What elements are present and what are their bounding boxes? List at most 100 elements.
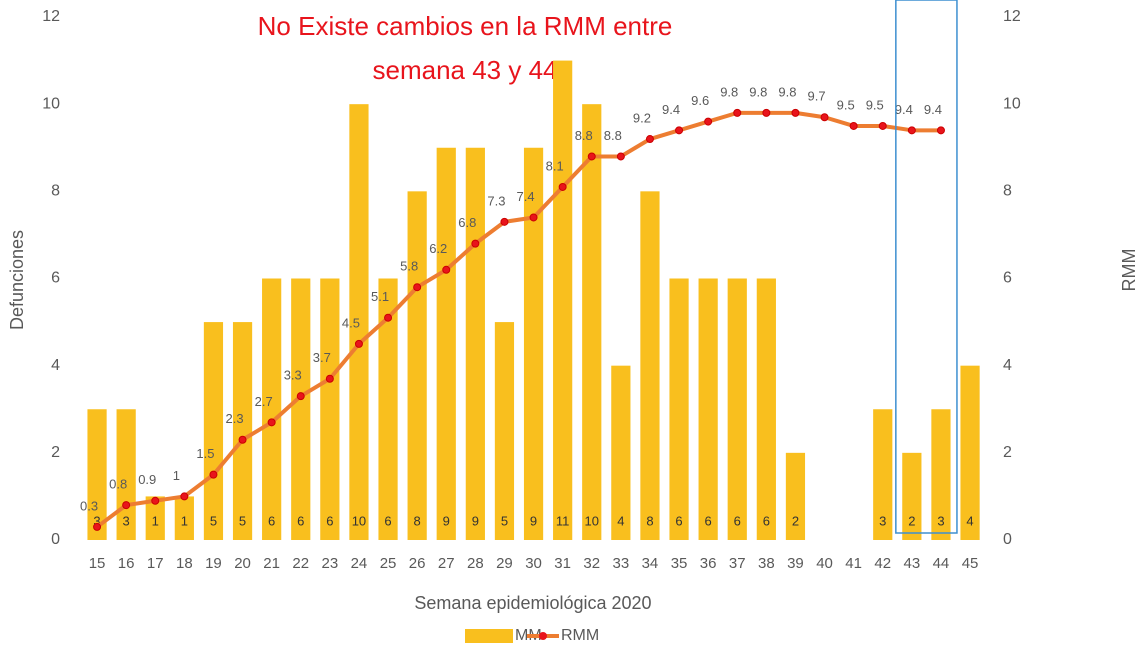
x-tick-label: 33 bbox=[613, 555, 630, 572]
bar-value-label: 6 bbox=[763, 513, 770, 528]
line-marker bbox=[849, 121, 858, 130]
line-marker bbox=[267, 418, 276, 427]
bar bbox=[378, 278, 398, 540]
line-marker bbox=[558, 182, 567, 191]
bar-value-label: 1 bbox=[152, 513, 159, 528]
x-tick-label: 22 bbox=[292, 555, 309, 572]
x-tick-label: 37 bbox=[729, 555, 746, 572]
bar-value-label: 6 bbox=[326, 513, 333, 528]
line-marker bbox=[180, 492, 189, 501]
x-tick-label: 45 bbox=[962, 555, 979, 572]
bar bbox=[87, 409, 107, 540]
line-marker bbox=[791, 108, 800, 117]
bar bbox=[145, 496, 165, 540]
x-tick-label: 42 bbox=[874, 555, 891, 572]
point-value-label: 9.4 bbox=[895, 102, 913, 117]
bar bbox=[436, 147, 456, 540]
line-marker bbox=[238, 435, 247, 444]
bar-value-label: 4 bbox=[617, 513, 624, 528]
y2-tick-label: 2 bbox=[1003, 444, 1012, 461]
bar-value-label: 6 bbox=[734, 513, 741, 528]
line-marker bbox=[93, 522, 102, 531]
y2-tick-label: 4 bbox=[1003, 357, 1012, 374]
bar-value-label: 6 bbox=[675, 513, 682, 528]
bar-value-label: 11 bbox=[556, 513, 570, 528]
x-tick-label: 26 bbox=[409, 555, 426, 572]
bar-value-label: 6 bbox=[705, 513, 712, 528]
y-tick-label: 12 bbox=[42, 8, 60, 25]
point-value-label: 9.4 bbox=[662, 102, 680, 117]
line-marker bbox=[354, 339, 363, 348]
bar-value-label: 3 bbox=[123, 513, 130, 528]
x-tick-label: 40 bbox=[816, 555, 833, 572]
y-axis-title: Defunciones bbox=[7, 230, 27, 330]
bar-value-label: 1 bbox=[181, 513, 188, 528]
bar bbox=[960, 365, 980, 540]
point-value-label: 2.7 bbox=[255, 394, 273, 409]
bar bbox=[582, 104, 602, 541]
x-tick-label: 39 bbox=[787, 555, 804, 572]
line-marker bbox=[384, 313, 393, 322]
point-value-label: 4.5 bbox=[342, 315, 360, 330]
bar bbox=[931, 409, 951, 540]
line-marker bbox=[500, 217, 509, 226]
point-value-label: 9.8 bbox=[720, 84, 738, 99]
x-tick-label: 16 bbox=[118, 555, 135, 572]
bar bbox=[727, 278, 747, 540]
point-value-label: 0.9 bbox=[138, 472, 156, 487]
bar bbox=[669, 278, 689, 540]
line-marker bbox=[296, 392, 305, 401]
x-tick-label: 28 bbox=[467, 555, 484, 572]
line-marker bbox=[529, 213, 538, 222]
y2-tick-label: 12 bbox=[1003, 8, 1021, 25]
point-value-label: 6.8 bbox=[458, 215, 476, 230]
bar bbox=[349, 104, 369, 541]
x-tick-label: 32 bbox=[583, 555, 600, 572]
bar bbox=[873, 409, 893, 540]
bar bbox=[174, 496, 194, 540]
bar-value-label: 6 bbox=[297, 513, 304, 528]
bar-value-label: 4 bbox=[966, 513, 973, 528]
point-value-label: 7.4 bbox=[517, 189, 535, 204]
bar-value-label: 5 bbox=[210, 513, 217, 528]
line-marker bbox=[820, 113, 829, 122]
point-value-label: 1 bbox=[173, 468, 180, 483]
y2-tick-label: 10 bbox=[1003, 95, 1021, 112]
x-tick-label: 29 bbox=[496, 555, 513, 572]
point-value-label: 1.5 bbox=[196, 446, 214, 461]
line-marker bbox=[936, 126, 945, 135]
bar bbox=[262, 278, 282, 540]
y2-tick-label: 8 bbox=[1003, 183, 1012, 200]
line-marker bbox=[907, 126, 916, 135]
point-value-label: 9.4 bbox=[924, 102, 942, 117]
bar bbox=[640, 191, 660, 541]
line-marker bbox=[151, 496, 160, 505]
line-marker bbox=[209, 470, 218, 479]
x-tick-label: 25 bbox=[380, 555, 397, 572]
line-marker bbox=[704, 117, 713, 126]
point-value-label: 6.2 bbox=[429, 241, 447, 256]
line-marker bbox=[471, 239, 480, 248]
point-value-label: 9.7 bbox=[808, 89, 826, 104]
line-marker bbox=[325, 374, 334, 383]
bar-value-label: 9 bbox=[530, 513, 537, 528]
line-marker bbox=[878, 121, 887, 130]
x-tick-label: 17 bbox=[147, 555, 164, 572]
highlight-box bbox=[895, 0, 958, 534]
x-tick-label: 15 bbox=[89, 555, 106, 572]
point-value-label: 9.5 bbox=[837, 97, 855, 112]
point-value-label: 7.3 bbox=[487, 193, 505, 208]
point-value-label: 9.8 bbox=[749, 84, 767, 99]
x-axis-title: Semana epidemiológica 2020 bbox=[414, 593, 651, 613]
x-tick-label: 34 bbox=[642, 555, 659, 572]
point-value-label: 0.8 bbox=[109, 477, 127, 492]
legend-label: RMM bbox=[561, 627, 599, 644]
point-value-label: 8.8 bbox=[575, 128, 593, 143]
line-marker bbox=[733, 108, 742, 117]
bar bbox=[756, 278, 776, 540]
y-tick-label: 8 bbox=[51, 183, 60, 200]
bar-value-label: 8 bbox=[414, 513, 421, 528]
point-value-label: 9.6 bbox=[691, 93, 709, 108]
x-tick-label: 21 bbox=[263, 555, 280, 572]
